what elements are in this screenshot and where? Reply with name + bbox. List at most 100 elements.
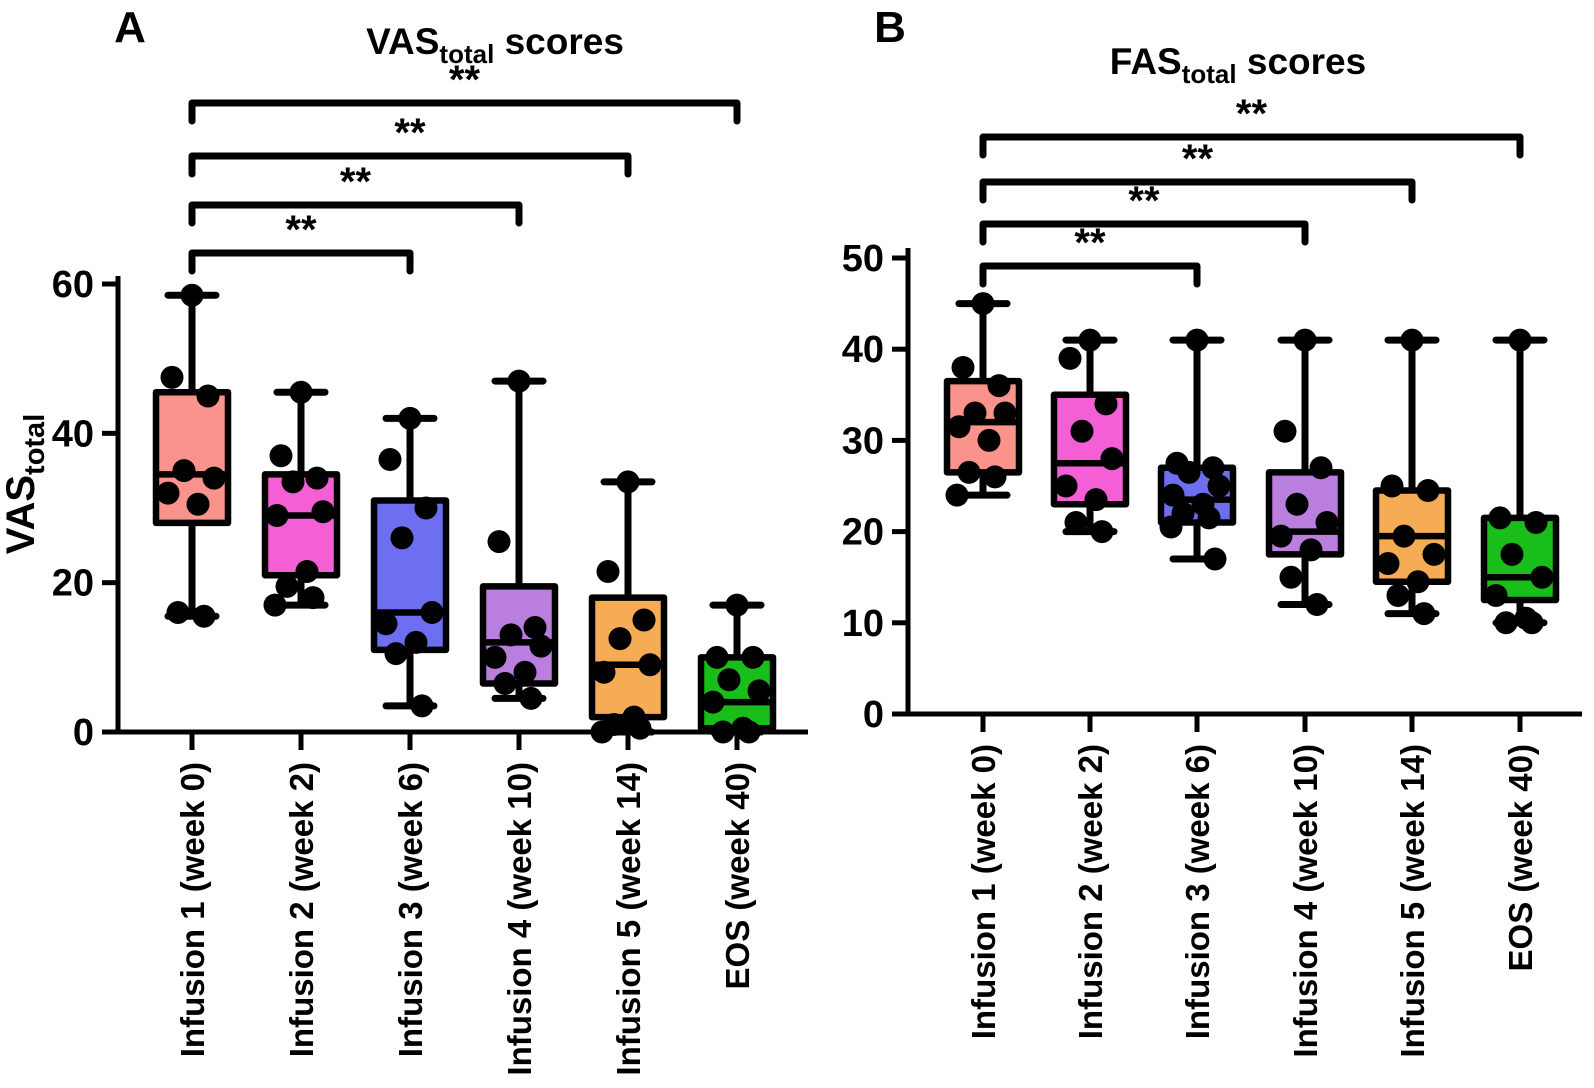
- panel-letter-a: A: [114, 3, 146, 52]
- y-tick-label: 0: [73, 712, 94, 754]
- significance-bracket: **: [188, 58, 741, 125]
- significance-label: **: [340, 160, 372, 204]
- data-point: [705, 645, 729, 669]
- data-point: [1090, 520, 1114, 544]
- bracket-line: [188, 99, 741, 125]
- data-point: [701, 690, 725, 714]
- data-point: [275, 574, 299, 598]
- data-point: [1161, 483, 1185, 507]
- data-point: [963, 401, 987, 425]
- y-tick-label: 10: [842, 603, 884, 645]
- data-point: [1400, 328, 1424, 352]
- data-point: [374, 612, 398, 636]
- iqr-box: [370, 497, 450, 654]
- data-point: [196, 384, 220, 408]
- data-point: [487, 530, 511, 554]
- box-infusion-3-week-6: [370, 406, 450, 718]
- data-point: [192, 604, 216, 628]
- data-point: [608, 627, 632, 651]
- data-point: [311, 500, 335, 524]
- panel-letter-b: B: [874, 3, 906, 52]
- significance-bracket: **: [188, 111, 632, 178]
- significance-bracket: **: [979, 179, 1309, 246]
- y-tick-label: 0: [863, 694, 884, 736]
- x-category-label: Infusion 1 (week 0): [174, 762, 211, 1057]
- data-point: [483, 645, 507, 669]
- data-point: [1386, 583, 1410, 607]
- data-point: [592, 660, 616, 684]
- data-point: [414, 496, 438, 520]
- data-point: [1100, 447, 1124, 471]
- box-infusion-4-week-10: [479, 369, 559, 710]
- data-point: [1488, 506, 1512, 530]
- data-point: [202, 466, 226, 490]
- data-point: [1494, 611, 1518, 635]
- data-point: [420, 601, 444, 625]
- box-infusion-4-week-10: [1265, 328, 1345, 617]
- data-point: [616, 470, 640, 494]
- data-point: [1207, 474, 1231, 498]
- bracket-line: [188, 201, 523, 227]
- significance-label: **: [1128, 179, 1160, 223]
- x-category-label: Infusion 3 (week 6): [1179, 744, 1216, 1039]
- x-category-label: Infusion 4 (week 10): [501, 762, 538, 1076]
- x-category-label: Infusion 5 (week 14): [1394, 744, 1431, 1058]
- data-point: [493, 671, 517, 695]
- significance-bracket: **: [979, 221, 1201, 288]
- y-tick-label: 40: [842, 329, 884, 371]
- panel-title: FAStotal scores: [1110, 41, 1366, 89]
- data-point: [1380, 474, 1404, 498]
- data-point: [1285, 492, 1309, 516]
- data-point: [1279, 565, 1303, 589]
- data-point: [513, 660, 537, 684]
- iqr-box: [943, 377, 1023, 476]
- data-point: [747, 679, 771, 703]
- data-point: [741, 645, 765, 669]
- bracket-line: [979, 262, 1201, 288]
- data-point: [1406, 570, 1430, 594]
- x-category-label: EOS (week 40): [719, 762, 756, 989]
- data-point: [289, 380, 313, 404]
- data-point: [1305, 593, 1329, 617]
- x-category-label: Infusion 1 (week 0): [965, 744, 1002, 1039]
- data-point: [1070, 419, 1094, 443]
- data-point: [1084, 488, 1108, 512]
- x-category-label: EOS (week 40): [1502, 744, 1539, 971]
- panel-b: B FAStotal scores 0 10 20 30 40 50 Infusion 1 (w…: [842, 3, 1582, 1058]
- significance-bracket: **: [188, 160, 523, 227]
- data-point: [1159, 515, 1183, 539]
- data-point: [384, 642, 408, 666]
- data-point: [725, 593, 749, 617]
- data-point: [993, 401, 1017, 425]
- data-point: [1064, 510, 1088, 534]
- x-category-label: Infusion 3 (week 6): [392, 762, 429, 1057]
- data-point: [1299, 538, 1323, 562]
- data-point: [281, 470, 305, 494]
- data-point: [632, 608, 656, 632]
- data-point: [1392, 524, 1416, 548]
- box-infusion-1-week-0: [152, 283, 232, 628]
- data-point: [1412, 602, 1436, 626]
- data-point: [180, 283, 204, 307]
- data-point: [529, 634, 553, 658]
- data-point: [737, 720, 761, 744]
- data-point: [1416, 479, 1440, 503]
- significance-bracket: **: [188, 208, 414, 275]
- data-point: [160, 365, 184, 389]
- box-infusion-5-week-14: [588, 470, 668, 744]
- panel-title: VAStotal scores: [366, 21, 624, 69]
- data-point: [499, 623, 523, 647]
- x-category-label: Infusion 4 (week 10): [1287, 744, 1324, 1058]
- x-category-label: Infusion 2 (week 2): [1072, 744, 1109, 1039]
- data-point: [390, 526, 414, 550]
- data-point: [301, 586, 325, 610]
- data-point: [1203, 547, 1227, 571]
- panel-a: A VAStotal scores VAStotal 0 20 40 60 Infusion …: [0, 3, 808, 1076]
- significance-label: **: [394, 111, 426, 155]
- data-point: [596, 559, 620, 583]
- bracket-line: [979, 220, 1309, 246]
- data-point: [1315, 510, 1339, 534]
- data-point: [947, 415, 971, 439]
- significance-label: **: [1074, 221, 1106, 265]
